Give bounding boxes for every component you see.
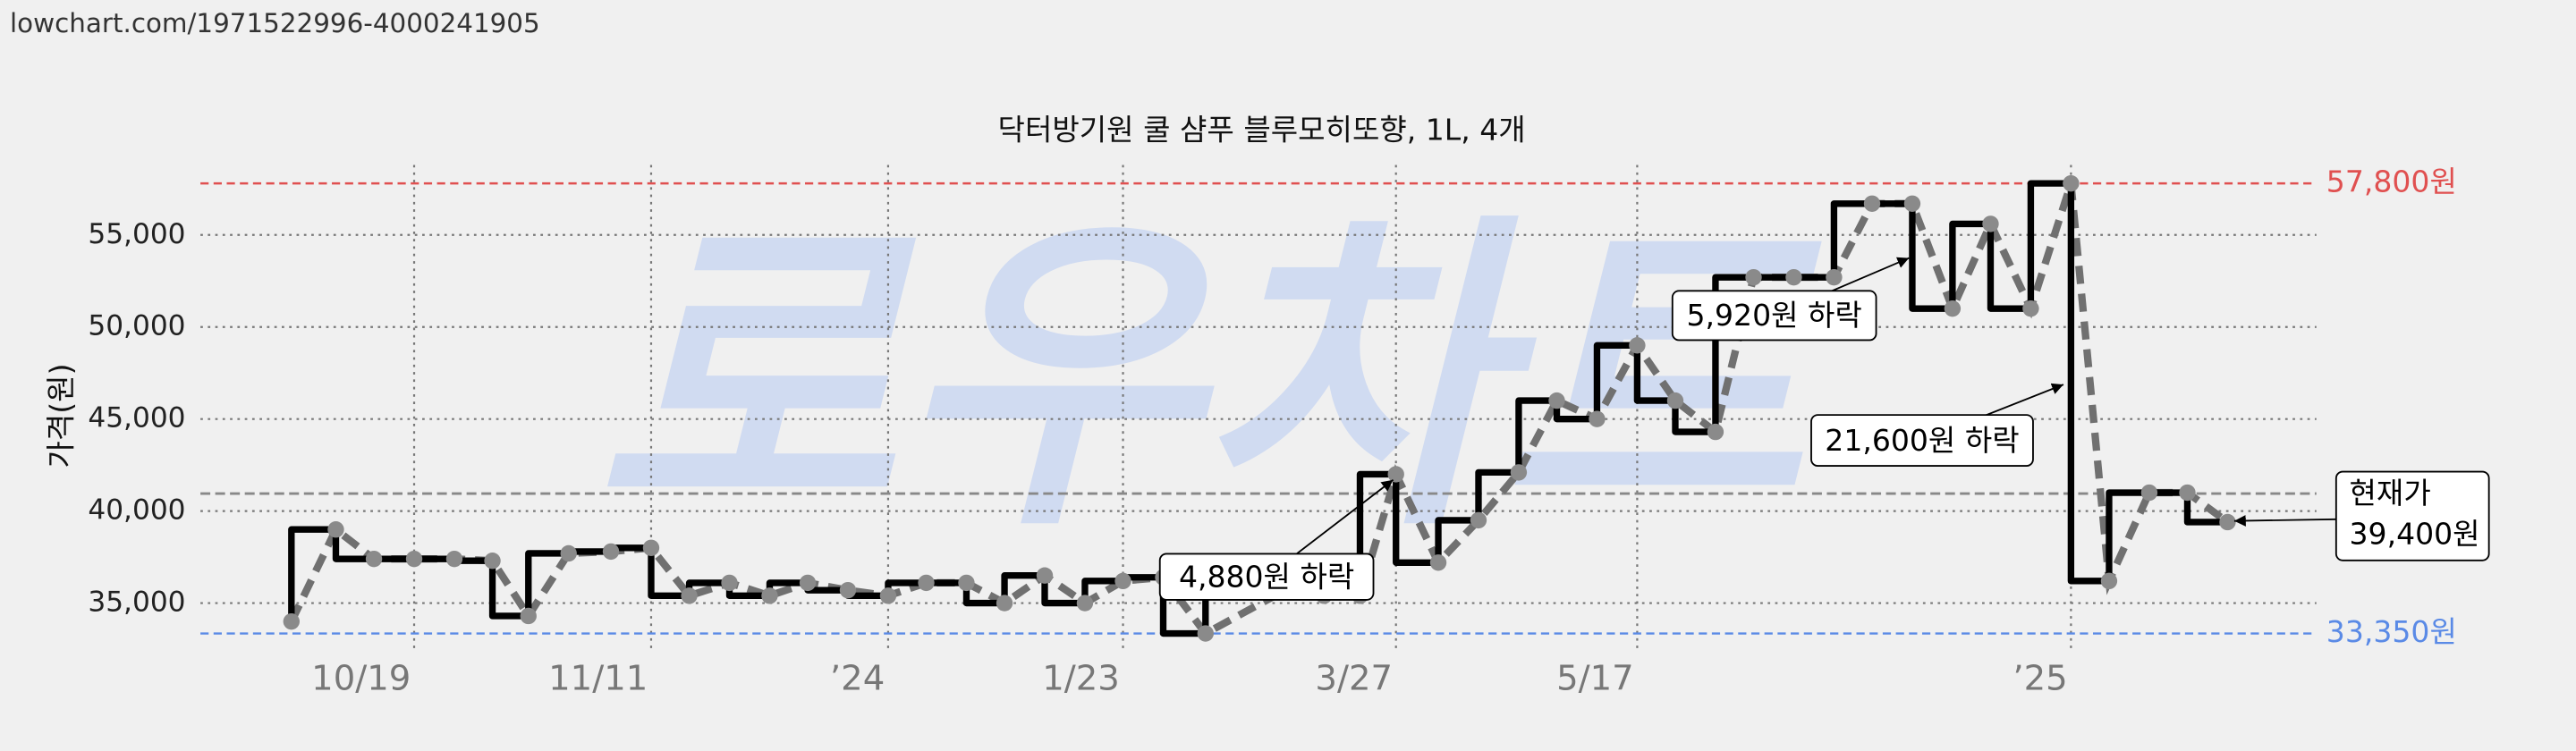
annotation-text: 21,600원 하락 [1825, 423, 2019, 458]
point [1510, 464, 1528, 481]
y-tick-label: 35,000 [88, 586, 185, 619]
step-segment [1593, 342, 1641, 423]
point [560, 544, 577, 562]
y-tick-label: 55,000 [88, 218, 185, 250]
step-segment [1633, 342, 1679, 404]
step-segment [2183, 489, 2232, 526]
y-tick-label: 50,000 [88, 310, 185, 342]
point [1982, 215, 1999, 232]
point [484, 553, 501, 570]
x-tick-label: 5/17 [1556, 658, 1634, 698]
point [2063, 174, 2080, 192]
annotation-text: 5,920원 하락 [1686, 298, 1861, 333]
point [1197, 625, 1214, 642]
point [879, 587, 897, 604]
point [839, 581, 857, 599]
chart-title: 닥터방기원 쿨 샴푸 블루모히또향, 1L, 4개 [998, 113, 1526, 148]
step-segment [1435, 517, 1482, 566]
point [642, 539, 660, 556]
step-segment [1949, 220, 1995, 312]
point [2022, 300, 2039, 317]
point [721, 574, 738, 592]
x-tick-label: 10/19 [311, 658, 411, 698]
step-segment [525, 550, 572, 620]
y-tick-label: 45,000 [88, 402, 185, 435]
point [2140, 484, 2158, 502]
point [283, 612, 300, 630]
step-segment [1672, 397, 1719, 435]
point [1745, 268, 1762, 286]
point [918, 574, 935, 592]
step-segment [1475, 468, 1522, 524]
point [365, 550, 383, 568]
point [1903, 195, 1921, 212]
annotation-box [1671, 290, 1877, 342]
step-segment [2027, 180, 2075, 312]
point [761, 587, 778, 604]
step-segment [1712, 274, 1758, 435]
x-tick-label: 11/11 [548, 658, 648, 698]
current-box [2334, 470, 2490, 561]
point [327, 521, 344, 538]
point [520, 607, 537, 625]
step-segment [648, 544, 693, 600]
point [799, 574, 817, 592]
current-arrow [2233, 515, 2336, 527]
min-label: 33,350원 [2326, 614, 2457, 649]
step-segment [332, 526, 377, 562]
y-tick-label: 40,000 [88, 494, 185, 527]
x-tick-label: ’24 [830, 658, 885, 698]
step-segment [1909, 200, 1956, 312]
step-segment [1001, 572, 1048, 607]
point [1429, 554, 1447, 571]
x-tick-label: ’25 [2012, 658, 2067, 698]
max-label: 57,800원 [2326, 165, 2457, 199]
point [681, 587, 698, 604]
point [2179, 484, 2196, 502]
annotation-box [1810, 414, 2034, 468]
point [958, 574, 975, 592]
step-segment [1987, 220, 2035, 312]
step-segment [288, 526, 340, 625]
point [1036, 567, 1054, 584]
annotation-text: 4,880원 하락 [1179, 559, 1354, 594]
point [1863, 195, 1881, 212]
annotation-box [1158, 553, 1375, 601]
point [445, 550, 463, 568]
url: lowchart.com/1971522996-4000241905 [10, 8, 540, 38]
point [1944, 300, 1962, 317]
step-segment [1830, 200, 1876, 281]
step-segment [2067, 180, 2113, 585]
y-axis-label: 가격(원) [43, 363, 78, 468]
point [2100, 572, 2118, 590]
step-segment [1393, 470, 1442, 566]
point [1629, 337, 1646, 354]
step-segment [1515, 397, 1561, 477]
point [2219, 513, 2236, 531]
point [1666, 392, 1684, 409]
step-segment [2106, 489, 2153, 585]
point [1387, 466, 1404, 483]
point [996, 595, 1013, 612]
point [405, 550, 423, 568]
x-tick-label: 3/27 [1315, 658, 1393, 698]
point [1826, 268, 1843, 286]
point [1470, 511, 1487, 529]
step-segment [1041, 572, 1089, 607]
point [1785, 268, 1802, 286]
current-label: 39,400원 [2350, 517, 2480, 552]
x-tick-label: 1/23 [1042, 658, 1120, 698]
point [1076, 595, 1094, 612]
step-segment [488, 557, 532, 620]
current-title: 현재가 [2350, 476, 2431, 511]
point [1707, 423, 1724, 441]
point [1548, 392, 1565, 409]
point [1589, 410, 1606, 427]
point [602, 543, 620, 561]
point [1114, 572, 1131, 590]
